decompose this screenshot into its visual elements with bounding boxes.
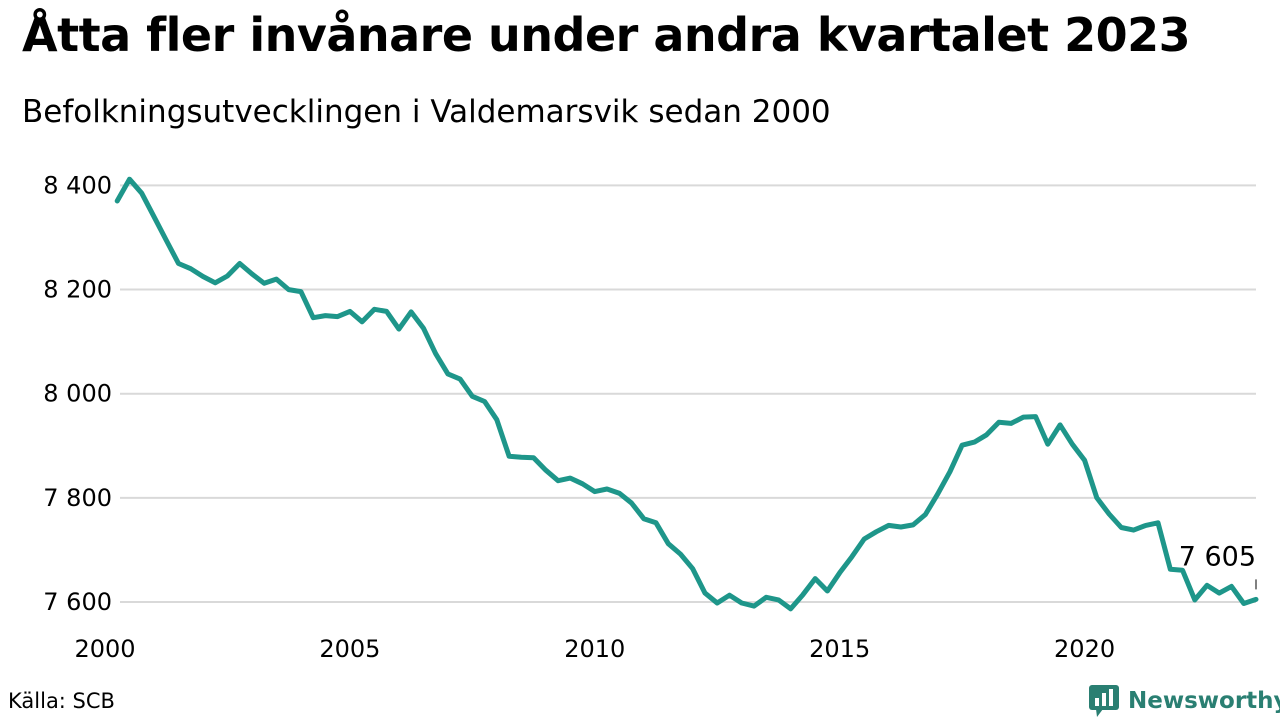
- x-tick-label: 2000: [74, 635, 135, 663]
- x-axis-ticks: 2000 2005 2010 2015 2020: [74, 635, 1115, 663]
- newsworthy-logo-icon: [1089, 685, 1119, 717]
- x-tick-label: 2015: [809, 635, 870, 663]
- grid-lines: [120, 184, 1256, 603]
- x-tick-label: 2010: [564, 635, 625, 663]
- y-tick-label: 8 400: [43, 171, 112, 199]
- brand-name: Newsworthy: [1128, 688, 1280, 714]
- series-line-0: [114, 176, 1259, 612]
- y-tick-label: 8 200: [43, 276, 112, 304]
- y-tick-label: 8 000: [43, 380, 112, 408]
- chart-subtitle: Befolkningsutvecklingen i Valdemarsvik s…: [22, 94, 831, 130]
- y-tick-label: 7 600: [43, 588, 112, 616]
- brand-logo[interactable]: Newsworthy: [1088, 684, 1280, 718]
- series-group: [114, 176, 1259, 612]
- source-note: Källa: SCB: [8, 689, 115, 713]
- y-tick-label: 7 800: [43, 484, 112, 512]
- y-axis-ticks: 7 600 7 800 8 000 8 200 8 400: [43, 171, 112, 616]
- x-tick-label: 2005: [319, 635, 380, 663]
- x-tick-label: 2020: [1054, 635, 1115, 663]
- annotations: 7 605: [1179, 541, 1257, 590]
- chart-title: Åtta fler invånare under andra kvartalet…: [22, 8, 1191, 62]
- annotation-label: 7 605: [1179, 541, 1256, 572]
